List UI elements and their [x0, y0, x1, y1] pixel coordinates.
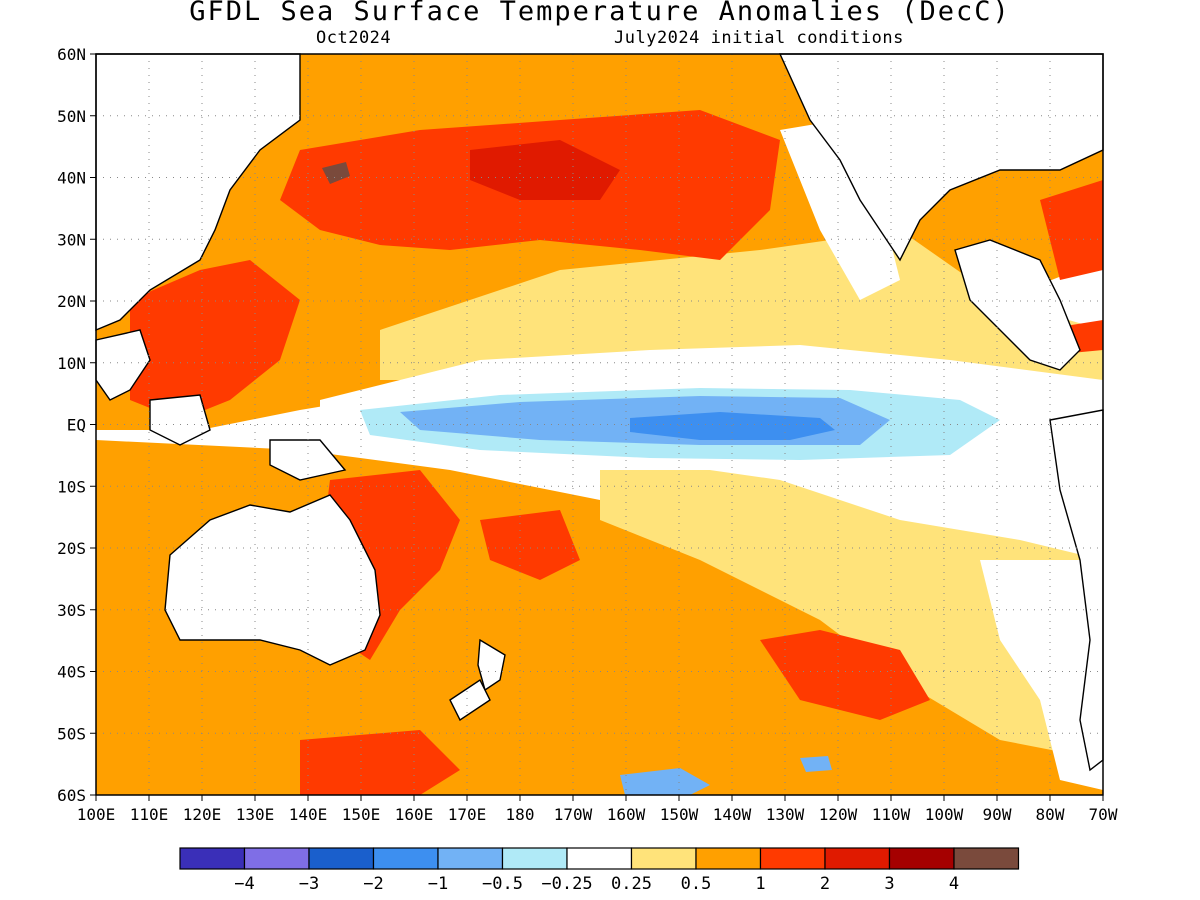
anomaly-region-cool-strong: [630, 412, 835, 440]
graticule: [90, 53, 1104, 801]
colorbar-swatch: [759, 847, 826, 870]
colorbar-swatch: [501, 847, 568, 870]
lon-tick-label: 150W: [660, 805, 699, 824]
lon-tick-label: 180: [506, 805, 535, 824]
landmasses: [95, 53, 1104, 772]
land-australia: [164, 494, 381, 666]
anomaly-region-hot-west-pacific: [130, 260, 300, 420]
colorbar-swatch: [695, 847, 762, 870]
lat-tick-label: 50S: [57, 724, 86, 743]
lat-tick-label: 60N: [57, 45, 86, 64]
lat-tick-label: 50N: [57, 107, 86, 126]
anomaly-region-extreme-japan: [322, 162, 350, 184]
lat-tick-label: 30N: [57, 230, 86, 249]
colorbar-swatch: [372, 847, 439, 870]
colorbar-label: −1: [428, 874, 448, 894]
lat-tick-label: 40N: [57, 169, 86, 188]
colorbar-swatch: [824, 847, 891, 870]
colorbar-swatch: [566, 847, 633, 870]
colorbar-label: 0.5: [681, 874, 712, 894]
anomaly-region-cool-south-small: [800, 756, 832, 772]
colorbar-label: 0.25: [611, 874, 652, 894]
lon-tick-label: 130E: [236, 805, 275, 824]
colorbar-label: −4: [234, 874, 254, 894]
colorbar-label: −2: [363, 874, 383, 894]
latitude-labels: 60N 50N 40N 30N 20N 10N EQ 10S 20S 30S 40S 50S 60S: [57, 45, 86, 805]
land-new-zealand-north: [477, 638, 506, 692]
lon-tick-label: 110W: [872, 805, 911, 824]
lon-tick-label: 160W: [607, 805, 646, 824]
lat-tick-label: 60S: [57, 786, 86, 805]
anomaly-region-hot-gulf: [1040, 180, 1103, 280]
lon-tick-label: 170E: [448, 805, 487, 824]
colorbar-label: 1: [755, 874, 765, 894]
lat-tick-label: 30S: [57, 601, 86, 620]
land-new-zealand-south: [449, 678, 491, 722]
lon-tick-label: 120W: [819, 805, 858, 824]
anomaly-region-hot-south: [300, 730, 460, 795]
lon-tick-label: 90W: [983, 805, 1012, 824]
lon-tick-label: 100E: [77, 805, 116, 824]
colorbar-label: −0.25: [541, 874, 592, 894]
colorbar-swatch: [243, 847, 310, 870]
colorbar-label: −3: [299, 874, 319, 894]
initial-conditions-label: July2024 initial conditions: [614, 28, 904, 48]
anomaly-region-mild-east-south: [600, 470, 1103, 760]
lat-tick-label: 10N: [57, 354, 86, 373]
colorbar-swatch: [308, 847, 375, 870]
lon-tick-label: 140W: [713, 805, 752, 824]
lat-tick-label: EQ: [67, 416, 86, 435]
lon-tick-label: 140E: [289, 805, 328, 824]
lon-tick-label: 150E: [342, 805, 381, 824]
map-frame: [95, 53, 1104, 796]
longitude-labels: 100E 110E 120E 130E 140E 150E 160E 170E 180 170W 1…: [77, 805, 1118, 824]
colorbar-label: 2: [820, 874, 830, 894]
anomaly-region-hot-southeast: [760, 630, 930, 720]
land-asia: [95, 53, 301, 332]
colorbar-swatch: [888, 847, 955, 870]
anomaly-region-neutral-southeast: [980, 560, 1103, 790]
lon-tick-label: 130W: [766, 805, 805, 824]
land-mexico-central-america: [954, 239, 1081, 371]
lat-tick-label: 10S: [57, 477, 86, 496]
colorbar-label: 3: [884, 874, 894, 894]
lon-tick-label: 100W: [925, 805, 964, 824]
colorbar-label: −0.5: [482, 874, 523, 894]
lat-tick-label: 40S: [57, 663, 86, 682]
anomaly-region-neutral-east: [780, 120, 900, 300]
anomaly-region-cool-south: [620, 768, 710, 795]
colorbar-label: 4: [949, 874, 959, 894]
lon-tick-label: 70W: [1089, 805, 1118, 824]
lon-tick-label: 110E: [130, 805, 169, 824]
anomaly-region-very-hot-north-pacific: [470, 140, 620, 200]
lon-tick-label: 170W: [554, 805, 593, 824]
valid-time-label: Oct2024: [316, 28, 392, 48]
colorbar-swatch: [437, 847, 504, 870]
lon-tick-label: 120E: [183, 805, 222, 824]
land-borneo: [149, 394, 211, 446]
colorbar-swatch: [179, 847, 246, 870]
lat-tick-label: 20S: [57, 539, 86, 558]
colorbar-swatch: [630, 847, 697, 870]
colorbar: −4 −3 −2 −1 −0.5 −0.25 0.25 0.5 1 2 3 4: [179, 847, 1020, 894]
lon-tick-label: 80W: [1036, 805, 1065, 824]
colorbar-swatch: [953, 847, 1020, 870]
lat-tick-label: 20N: [57, 292, 86, 311]
anomaly-region-hot-south-central: [480, 510, 580, 580]
lon-tick-label: 160E: [395, 805, 434, 824]
map-title: GFDL Sea Surface Temperature Anomalies (…: [189, 0, 1011, 27]
